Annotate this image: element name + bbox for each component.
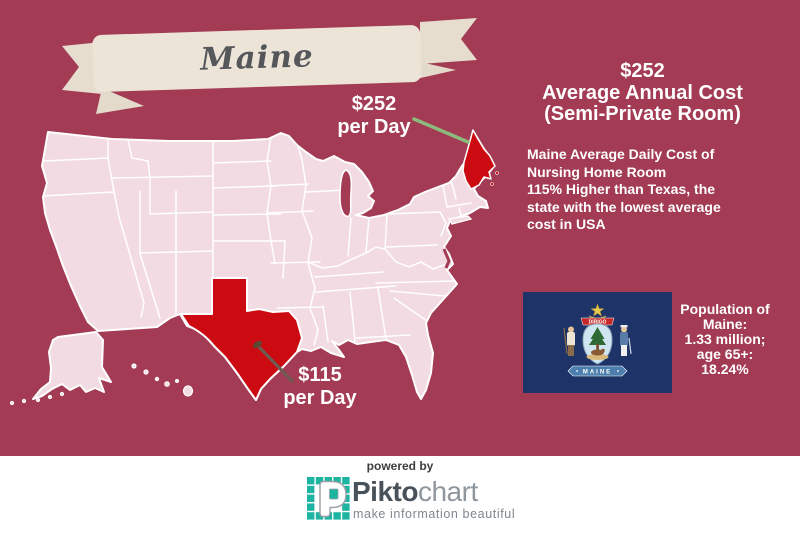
brand-tagline: make information beautiful	[353, 507, 516, 521]
texas-cost-value: $115	[298, 364, 342, 386]
maine-cost-value: $252	[351, 93, 397, 115]
maine-cost-label: $252 per Day	[315, 93, 433, 139]
ribbon-star-left	[576, 370, 578, 372]
comparison-text: Maine Average Daily Cost of Nursing Home…	[527, 146, 721, 232]
ribbon-panel	[92, 25, 422, 92]
state-borders	[42, 136, 472, 346]
flag-state-name-text: MAINE	[583, 370, 612, 376]
ribbon-left-tail	[62, 42, 102, 94]
brand-bold: Pikto	[352, 476, 418, 507]
state-texas-highlight	[180, 277, 303, 401]
annual-cost-heading: $252 Average Annual Cost (Semi-Private R…	[495, 60, 790, 126]
flag-coat-of-arms: DIRIGO	[563, 303, 632, 377]
us-map	[9, 117, 499, 406]
maine-leader-line	[412, 117, 470, 144]
annual-cost-value: $252	[620, 60, 665, 82]
population-stat: Population of Maine: 1.33 million; age 6…	[680, 301, 770, 377]
piktochart-logo-icon[interactable]	[307, 477, 351, 521]
texas-leader-line	[258, 346, 294, 383]
sailor-figure	[620, 325, 632, 356]
maine-cost-unit: per Day	[337, 116, 411, 138]
maine-name-ribbon	[567, 365, 628, 377]
ribbon-banner-graphic	[62, 18, 477, 114]
aleutian-islands	[9, 391, 65, 406]
tree-trunk	[596, 344, 599, 352]
north-star-icon	[590, 303, 605, 317]
state-maine-highlight	[462, 129, 496, 190]
texas-cost-label: $115 per Day	[255, 364, 385, 410]
annual-cost-subtitle: (Semi-Private Room)	[544, 103, 741, 125]
annual-cost-title: Average Annual Cost	[542, 81, 743, 104]
lake-michigan	[339, 169, 353, 218]
flag-motto-text: DIRIGO	[589, 320, 607, 326]
chesapeake-bay	[442, 248, 451, 269]
long-island	[447, 215, 473, 225]
maine-flag: DIRIGO	[523, 292, 672, 393]
powered-by-label: powered by	[366, 459, 434, 473]
logo-p-counter	[329, 488, 339, 500]
farmer-figure	[563, 326, 575, 356]
shield-ground	[586, 354, 609, 360]
piktochart-wordmark[interactable]: Piktochart	[352, 476, 478, 508]
dirigo-banner	[580, 317, 615, 326]
moose-head	[601, 348, 605, 353]
alaska	[32, 331, 112, 400]
texas-cost-unit: per Day	[283, 387, 357, 409]
pine-tree-lower	[589, 332, 606, 345]
maine-islands	[490, 171, 499, 186]
hawaii	[131, 363, 194, 397]
texas-leader-dot	[253, 340, 262, 349]
ribbon-right-fold	[416, 62, 456, 79]
moose-icon	[591, 349, 604, 356]
ribbon-star-right	[617, 370, 619, 372]
ribbon-left-fold	[96, 88, 144, 114]
brand-light: chart	[417, 476, 478, 507]
ribbon-right-tail	[420, 18, 477, 64]
